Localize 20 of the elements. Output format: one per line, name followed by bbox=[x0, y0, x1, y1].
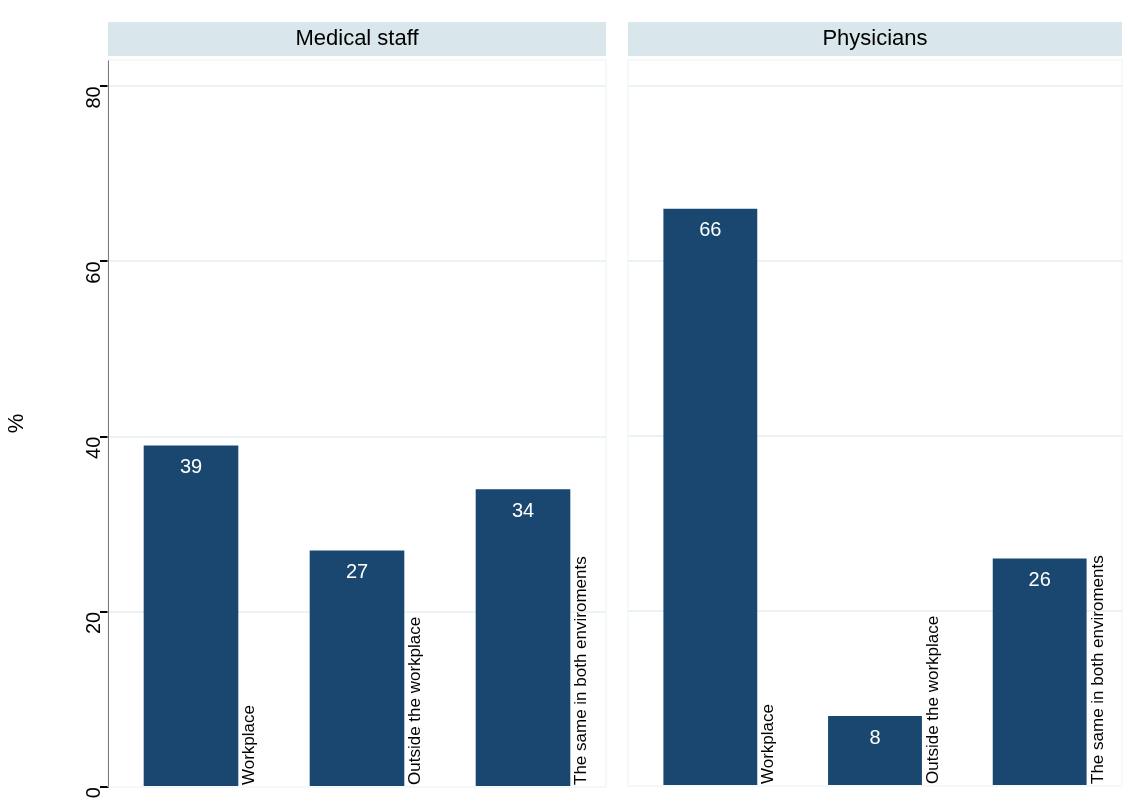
y-tick-label: 20 bbox=[81, 611, 104, 635]
data-label: 26 bbox=[1028, 568, 1051, 591]
y-tick-label: 60 bbox=[81, 261, 104, 284]
data-label: 27 bbox=[345, 560, 369, 583]
x-tick-label: Workplace bbox=[239, 705, 259, 785]
y-tick-label: 40 bbox=[81, 436, 104, 459]
y-axis-title: % bbox=[3, 413, 29, 434]
data-label: 39 bbox=[179, 454, 203, 477]
data-label: 34 bbox=[511, 498, 535, 521]
chart-title: Medical staff bbox=[295, 25, 420, 51]
x-tick-label: The same in both enviroments bbox=[571, 556, 591, 785]
data-label: 8 bbox=[869, 725, 881, 748]
x-tick-label: The same in both enviroments bbox=[1087, 555, 1107, 784]
x-tick-label: Workplace bbox=[758, 704, 778, 784]
x-tick-label: Outside the workplace bbox=[923, 615, 943, 784]
chart-title: Physicians bbox=[822, 25, 928, 51]
y-tick-label: 80 bbox=[81, 86, 104, 109]
y-tick-label: 0 bbox=[81, 787, 104, 799]
data-label: 66 bbox=[699, 218, 722, 241]
x-tick-label: Outside the workplace bbox=[405, 616, 425, 785]
